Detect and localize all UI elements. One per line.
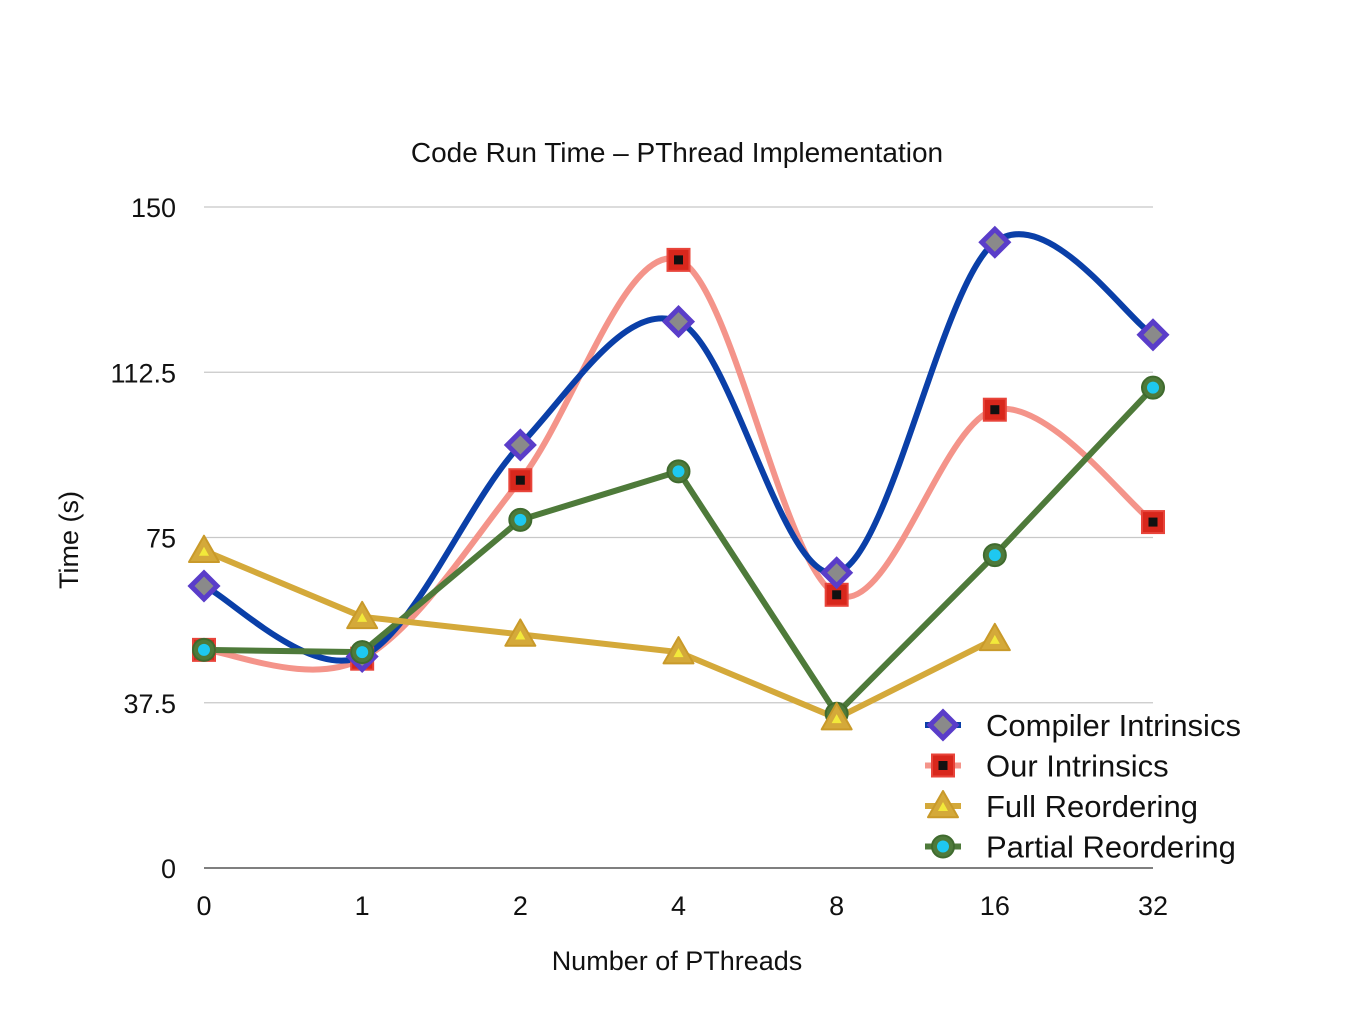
x-tick-label: 2 [513,891,528,921]
data-point [508,507,533,532]
x-tick-label: 4 [671,891,686,921]
series-markers [187,225,1170,731]
legend-marker [931,834,955,859]
legend-marker [927,790,959,819]
y-tick-label: 37.5 [123,689,176,719]
x-axis-ticks: 0 1 2 4 8 16 32 [196,891,1168,921]
legend-label: Our Intrinsics [986,749,1169,784]
y-axis-label: Time (s) [54,491,84,589]
grid-lines [204,206,1153,869]
data-point [662,636,695,665]
data-point [1136,318,1170,352]
x-axis-label: Number of PThreads [552,946,803,976]
legend-item: Our Intrinsics [925,749,1169,784]
legend-item: Full Reordering [925,789,1198,824]
series-line-full-reordering [201,547,998,722]
x-tick-label: 8 [829,891,844,921]
data-point [666,247,691,272]
x-tick-label: 16 [980,891,1010,921]
data-point [661,305,696,339]
x-tick-label: 0 [196,891,211,921]
data-point [350,640,375,665]
data-point [1141,375,1165,400]
legend-marker [931,753,955,778]
legend-item: Compiler Intrinsics [925,708,1241,743]
data-point [508,468,533,493]
data-point [346,600,379,630]
data-point [503,428,537,462]
data-point [820,702,853,731]
y-tick-label: 150 [131,193,176,223]
data-point [192,637,216,662]
data-point [1141,510,1165,535]
legend: Compiler Intrinsics Our Intrinsics Full Re… [925,708,1241,865]
y-tick-label: 0 [161,854,176,884]
data-point [982,543,1007,568]
data-point [504,618,537,647]
data-point [978,622,1011,652]
legend-marker [926,708,960,742]
legend-label: Full Reordering [986,789,1198,824]
legend-label: Compiler Intrinsics [986,708,1241,743]
data-point [982,397,1007,422]
data-point [666,459,691,484]
data-point [978,225,1012,259]
y-tick-label: 75 [146,524,176,554]
x-tick-label: 1 [355,891,370,921]
legend-label: Partial Reordering [986,830,1236,865]
chart-title: Code Run Time – PThread Implementation [411,137,943,168]
series-line-compiler-intrinsics [201,231,1156,664]
data-point [187,569,221,603]
y-axis-ticks: 0 37.5 75 112.5 150 [110,193,176,884]
data-point [188,534,220,563]
data-point [820,556,854,590]
y-tick-label: 112.5 [110,358,176,388]
legend-item: Partial Reordering [925,830,1236,865]
x-tick-label: 32 [1138,891,1168,921]
